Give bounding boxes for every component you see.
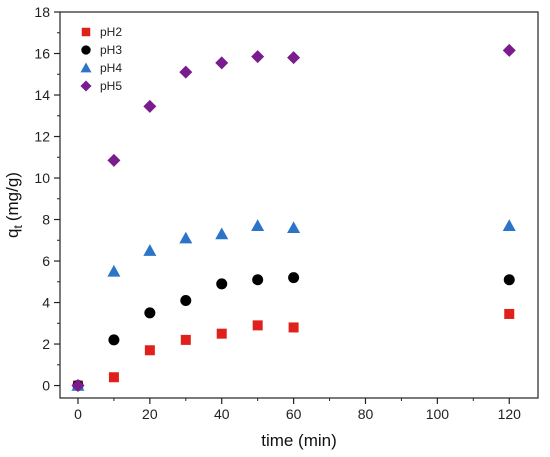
y-tick-label: 0 [42,378,50,394]
legend-label: pH2 [100,25,122,39]
data-point-ph3 [503,274,515,286]
x-tick-label: 80 [358,406,374,422]
data-point-ph4 [502,219,516,231]
y-axis-title-subscript: t [11,225,25,229]
data-point-ph3 [252,274,264,286]
y-axis-title-main: q [3,229,22,238]
tick-marks [54,11,510,404]
data-point-ph2 [216,328,227,339]
series-ph4 [71,219,516,391]
legend-marker-ph4 [80,62,92,73]
y-tick-label: 10 [34,170,50,186]
data-points [71,43,516,393]
plot-frame [59,11,539,399]
legend: pH2 pH3 pH4 pH5 [80,25,122,93]
data-point-ph5 [251,50,265,64]
data-point-ph3 [288,272,300,284]
data-point-ph4 [179,231,193,244]
y-tick-label: 8 [42,212,50,228]
y-tick-label: 16 [34,46,50,62]
y-axis-title: qt (mg/g) [3,172,25,238]
data-point-ph5 [287,51,301,65]
legend-marker-ph5 [80,80,92,92]
data-point-ph4 [143,244,157,256]
legend-item-ph4: pH4 [80,61,122,75]
data-point-ph5 [71,379,85,393]
y-tick-label: 6 [42,253,50,269]
data-point-ph5 [215,56,229,70]
data-point-ph2 [504,308,515,319]
legend-label: pH5 [100,79,122,93]
data-point-ph4 [287,221,301,234]
data-point-ph3 [144,307,156,319]
legend-marker-ph2 [81,27,91,37]
legend-item-ph5: pH5 [80,79,122,93]
y-tick-label: 2 [42,336,50,352]
y-tick-label: 18 [34,4,50,20]
data-point-ph3 [216,278,228,290]
data-point-ph5 [107,153,121,167]
x-tick-label: 60 [286,406,302,422]
data-point-ph5 [179,65,193,79]
y-axis-title-unit: (mg/g) [3,172,22,221]
data-point-ph4 [251,219,265,231]
data-point-ph2 [108,372,119,383]
x-tick-labels: 0 20 40 60 80 100 120 [74,406,521,422]
x-tick-label: 20 [142,406,158,422]
y-tick-labels: 0 2 4 6 8 10 12 14 16 18 [34,4,50,394]
y-tick-label: 4 [42,295,50,311]
data-point-ph3 [108,334,120,346]
data-point-ph5 [502,43,516,57]
data-point-ph3 [180,294,192,306]
x-tick-label: 100 [426,406,450,422]
legend-marker-ph3 [81,45,91,55]
data-point-ph4 [215,227,229,240]
data-point-ph2 [288,322,299,333]
legend-label: pH3 [100,43,122,57]
legend-item-ph2: pH2 [81,25,122,39]
y-tick-label: 14 [34,87,50,103]
data-point-ph2 [252,320,263,331]
data-point-ph2 [180,334,191,345]
series-ph5 [71,43,516,393]
x-tick-label: 40 [214,406,230,422]
y-tick-label: 12 [34,129,50,145]
x-tick-label: 0 [74,406,82,422]
data-point-ph5 [143,99,157,113]
series-ph2 [72,308,515,391]
legend-item-ph3: pH3 [81,43,122,57]
x-axis-title: time (min) [261,431,337,450]
data-point-ph4 [107,264,121,277]
legend-label: pH4 [100,61,122,75]
x-tick-label: 120 [498,406,522,422]
data-point-ph2 [144,345,155,356]
